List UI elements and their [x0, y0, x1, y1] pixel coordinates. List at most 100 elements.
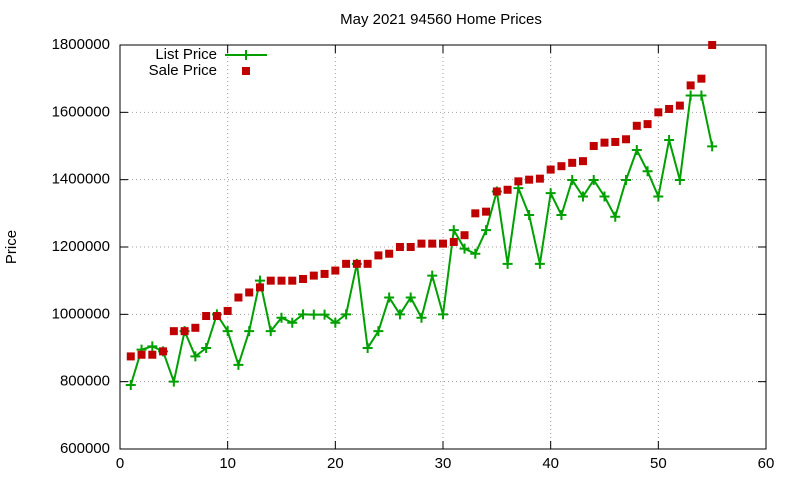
plot-border — [119, 44, 767, 450]
data-point — [180, 327, 189, 336]
data-point — [631, 145, 642, 156]
data-point — [234, 293, 243, 302]
data-point — [686, 81, 695, 90]
data-point — [212, 312, 221, 321]
data-point — [222, 326, 233, 337]
data-point — [255, 283, 264, 292]
data-point — [276, 312, 287, 323]
y-axis-label: Price — [3, 230, 20, 264]
data-point — [190, 351, 201, 362]
data-point — [373, 326, 384, 337]
data-point — [439, 239, 447, 248]
data-point — [405, 292, 416, 303]
data-point — [233, 359, 244, 370]
data-point — [417, 239, 426, 248]
data-point — [459, 243, 470, 254]
data-point — [568, 158, 577, 167]
data-point — [665, 104, 674, 113]
data-point — [545, 188, 556, 199]
data-point — [642, 166, 653, 177]
data-point — [427, 270, 438, 281]
data-point — [266, 276, 275, 285]
data-point — [320, 269, 329, 278]
legend-label: List Price — [155, 46, 217, 63]
data-point — [611, 137, 620, 146]
data-point — [298, 309, 309, 320]
x-tick-label: 60 — [758, 455, 775, 472]
data-point — [362, 343, 373, 353]
chart-title: May 2021 94560 Home Prices — [340, 11, 542, 28]
data-point — [707, 141, 718, 152]
x-tick-label: 0 — [116, 455, 124, 472]
data-point — [514, 177, 523, 186]
data-point — [653, 191, 664, 202]
data-point — [331, 266, 340, 275]
data-point — [287, 317, 298, 328]
legend-marker — [242, 67, 250, 75]
data-point — [654, 108, 663, 117]
data-point — [126, 352, 135, 361]
data-point — [374, 251, 383, 260]
y-tick-label: 800000 — [60, 373, 110, 390]
legend-label: Sale Price — [149, 62, 217, 79]
data-point — [363, 259, 372, 268]
data-point — [610, 211, 621, 222]
data-point — [148, 350, 157, 359]
data-point — [470, 248, 481, 259]
data-point — [535, 174, 544, 183]
data-point — [277, 276, 286, 285]
x-tick-label: 20 — [327, 455, 344, 472]
data-point — [395, 243, 404, 251]
data-point — [675, 101, 684, 110]
data-point — [622, 135, 631, 144]
data-point — [309, 271, 318, 280]
data-point — [588, 175, 599, 186]
data-point — [525, 175, 534, 184]
data-point — [406, 243, 415, 251]
data-point — [503, 185, 512, 194]
data-point — [168, 376, 179, 387]
x-tick-label: 10 — [219, 455, 236, 472]
data-point — [137, 350, 146, 359]
data-point — [341, 309, 352, 320]
y-tick-label: 1800000 — [52, 36, 110, 53]
data-point — [567, 175, 578, 186]
data-point — [643, 120, 652, 129]
x-tick-label: 50 — [650, 455, 667, 472]
data-point — [416, 312, 427, 323]
data-point — [674, 175, 685, 186]
data-point — [125, 380, 136, 391]
data-point — [147, 341, 158, 352]
data-point — [428, 239, 437, 248]
data-point — [245, 288, 254, 297]
x-tick-label: 30 — [435, 455, 452, 472]
data-point — [502, 258, 513, 269]
data-point — [599, 191, 610, 202]
legend-marker — [241, 50, 251, 60]
data-point — [169, 327, 178, 336]
data-point — [546, 165, 555, 174]
y-tick-label: 1200000 — [52, 238, 110, 255]
data-point — [352, 259, 361, 268]
y-tick-label: 600000 — [60, 440, 110, 457]
data-point — [448, 225, 459, 236]
data-point — [384, 292, 395, 303]
data-point — [394, 309, 405, 320]
data-point — [524, 210, 535, 221]
y-tick-label: 1400000 — [52, 171, 110, 188]
data-point — [589, 142, 598, 150]
data-point — [288, 276, 297, 285]
data-point — [481, 225, 492, 236]
data-point — [159, 347, 168, 356]
data-point — [534, 258, 545, 269]
data-point — [191, 323, 200, 332]
data-point — [685, 90, 696, 101]
data-point — [342, 259, 351, 268]
data-point — [482, 207, 491, 216]
data-point — [460, 231, 469, 240]
data-point — [385, 249, 394, 258]
data-point — [697, 74, 706, 83]
data-point — [299, 274, 308, 283]
